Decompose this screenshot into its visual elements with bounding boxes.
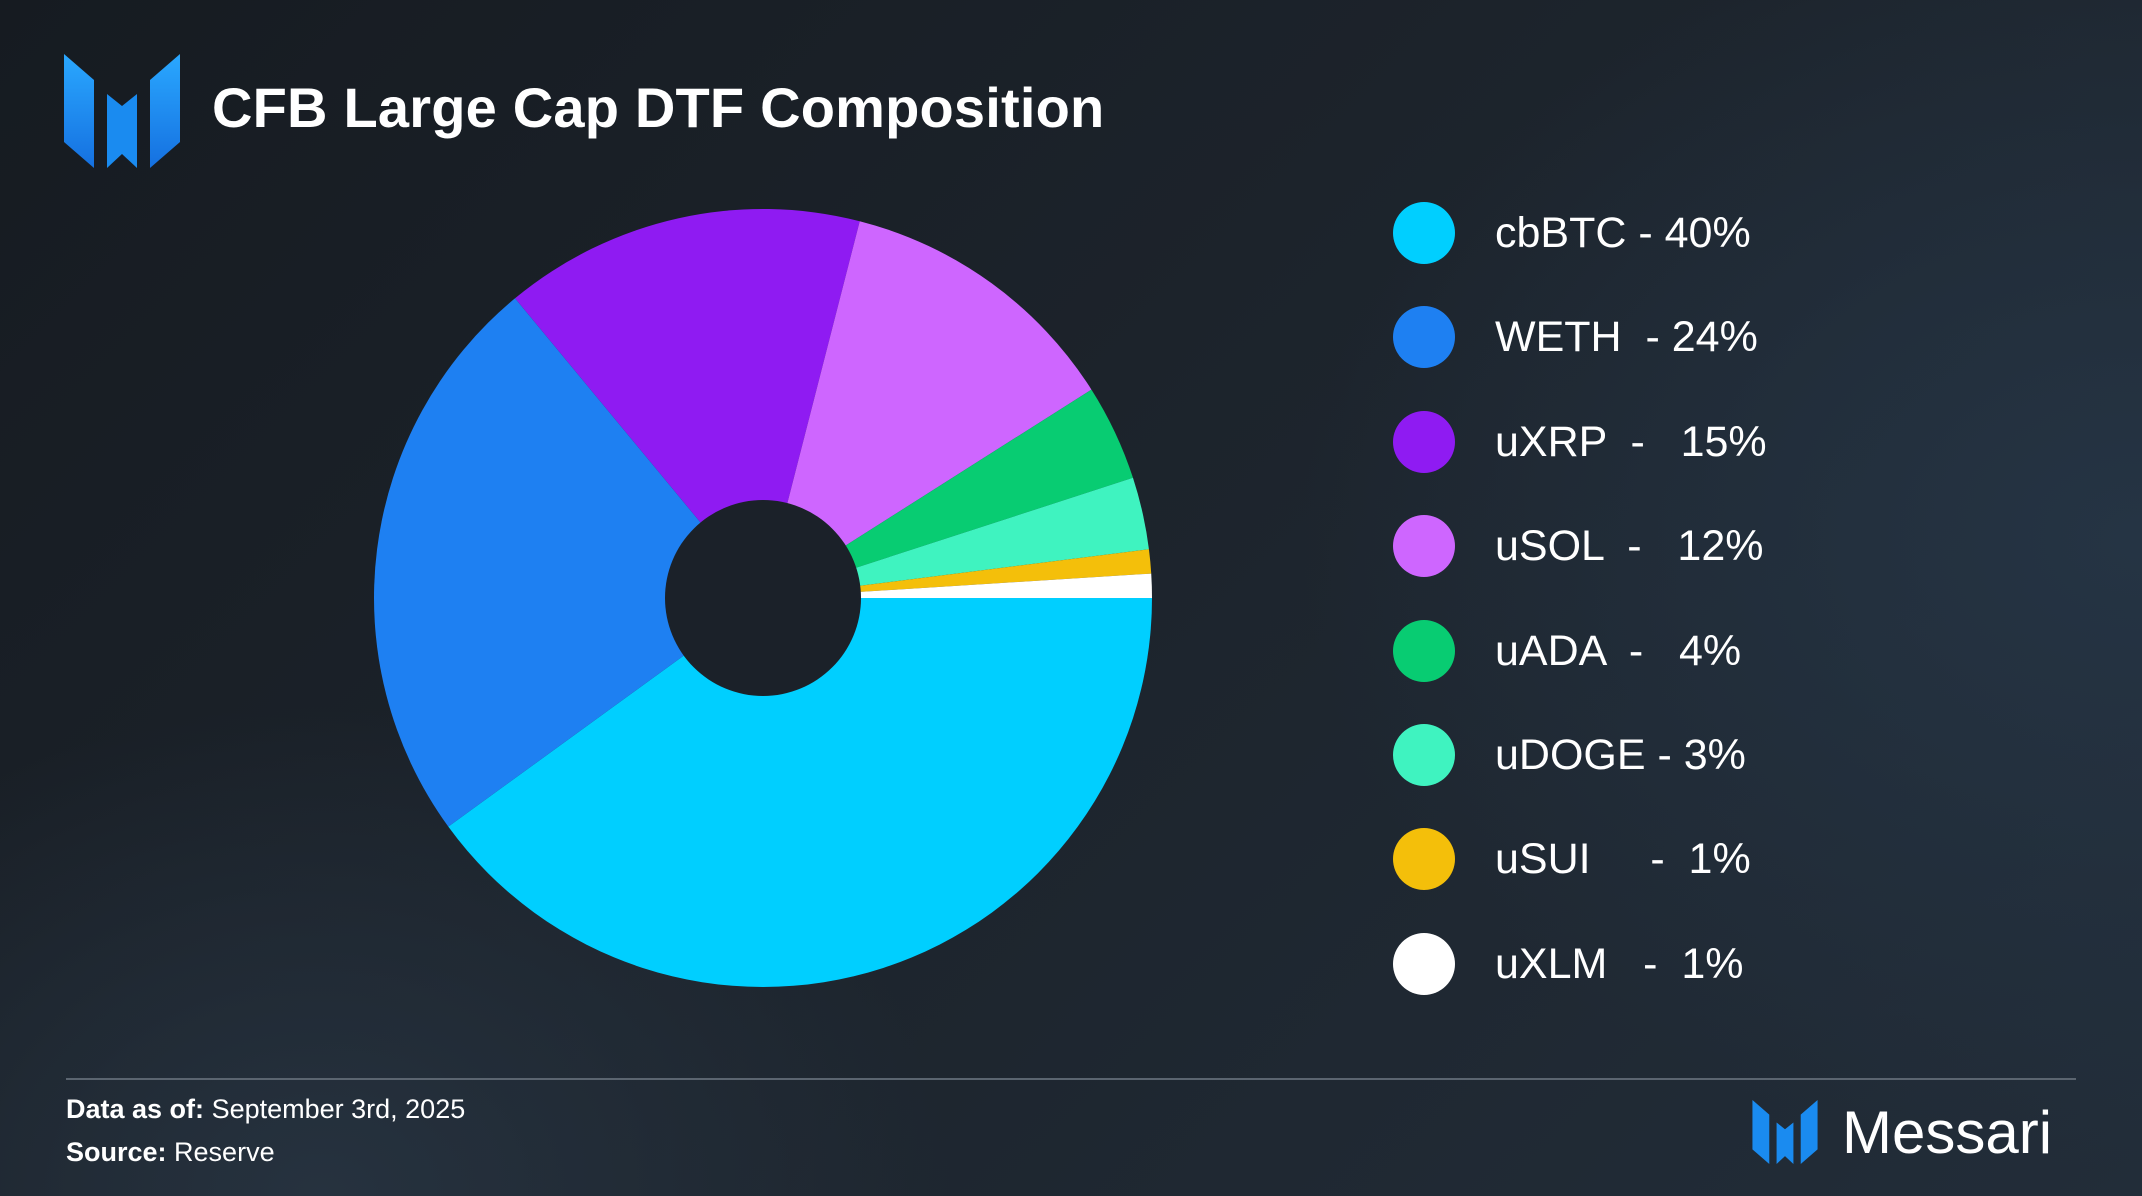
pie-slice-udoge xyxy=(763,477,1149,598)
pie-slice-uada xyxy=(763,389,1133,598)
legend-label: uSUI - 1% xyxy=(1495,835,1751,884)
footer-divider xyxy=(66,1078,2076,1080)
donut-hole xyxy=(665,500,861,696)
messari-brand: Messari xyxy=(1752,1098,2092,1168)
data-date-note: Data as of: September 3rd, 2025 xyxy=(66,1092,465,1126)
legend-swatch xyxy=(1393,932,1455,995)
legend-swatch xyxy=(1393,202,1455,264)
date-value: September 3rd, 2025 xyxy=(211,1094,466,1124)
pie-slice-cbbtc xyxy=(448,598,1153,988)
chart-title: CFB Large Cap DTF Composition xyxy=(212,76,1105,139)
legend-swatch xyxy=(1393,515,1455,578)
legend-swatch xyxy=(1393,724,1455,786)
brand-name: Messari xyxy=(1842,1099,2053,1166)
legend-label: WETH - 24% xyxy=(1495,313,1758,362)
messari-brand-icon xyxy=(1752,1100,1818,1164)
source-label: Source: xyxy=(66,1137,167,1167)
source-note: Source: Reserve xyxy=(66,1135,275,1169)
legend-label: cbBTC - 40% xyxy=(1495,209,1751,257)
pie-slice-usol xyxy=(763,221,1092,599)
messari-logo-icon xyxy=(64,54,180,168)
legend-swatch xyxy=(1393,306,1455,369)
legend-swatch xyxy=(1393,619,1455,682)
date-label: Data as of: xyxy=(66,1094,205,1124)
legend-label: uADA - 4% xyxy=(1495,626,1742,675)
legend-label: uSOL - 12% xyxy=(1495,522,1764,571)
source-value: Reserve xyxy=(174,1137,275,1167)
legend-label: uDOGE - 3% xyxy=(1495,731,1746,779)
legend-label: uXLM - 1% xyxy=(1495,939,1744,988)
pie-slice-weth xyxy=(374,298,763,827)
legend-swatch xyxy=(1393,410,1455,473)
legend-swatch xyxy=(1393,828,1455,891)
legend-label: uXRP - 15% xyxy=(1495,417,1767,466)
